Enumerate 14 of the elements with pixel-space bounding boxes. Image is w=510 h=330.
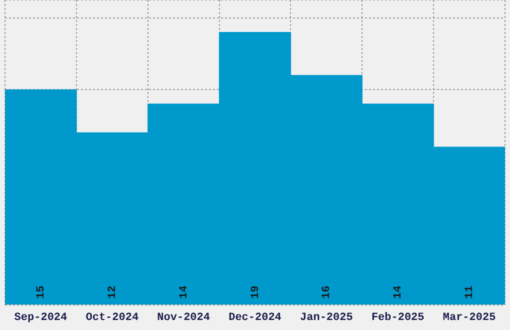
data-label: 15 [35,285,48,299]
data-label: 16 [321,286,334,299]
x-tick-label: Jan-2025 [300,312,354,324]
data-label: 11 [464,285,476,299]
data-label: 12 [106,286,119,299]
x-tick-label: Feb-2025 [371,312,425,324]
data-label: 19 [250,286,262,299]
x-tick-label: Dec-2024 [228,312,282,324]
x-tick-label: Oct-2024 [86,312,139,324]
x-tick-label: Nov-2024 [157,312,210,324]
x-tick-label: Mar-2025 [442,312,496,324]
x-tick-label: Sep-2024 [14,312,68,324]
data-label: 14 [178,285,190,299]
data-label: 14 [392,285,405,299]
